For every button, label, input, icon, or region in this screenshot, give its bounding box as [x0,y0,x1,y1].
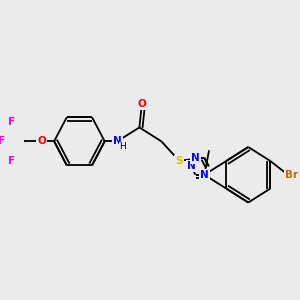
Text: N: N [191,153,200,163]
Text: N: N [200,170,209,180]
Text: Br: Br [285,170,298,180]
Text: F: F [8,156,15,166]
Text: H: H [119,142,126,151]
Text: F: F [0,136,5,146]
Text: S: S [175,156,183,166]
Text: N: N [187,161,196,171]
Text: F: F [8,117,15,127]
Text: O: O [37,136,46,146]
Text: N: N [113,136,122,146]
Text: O: O [137,99,146,109]
Text: N: N [200,170,209,180]
